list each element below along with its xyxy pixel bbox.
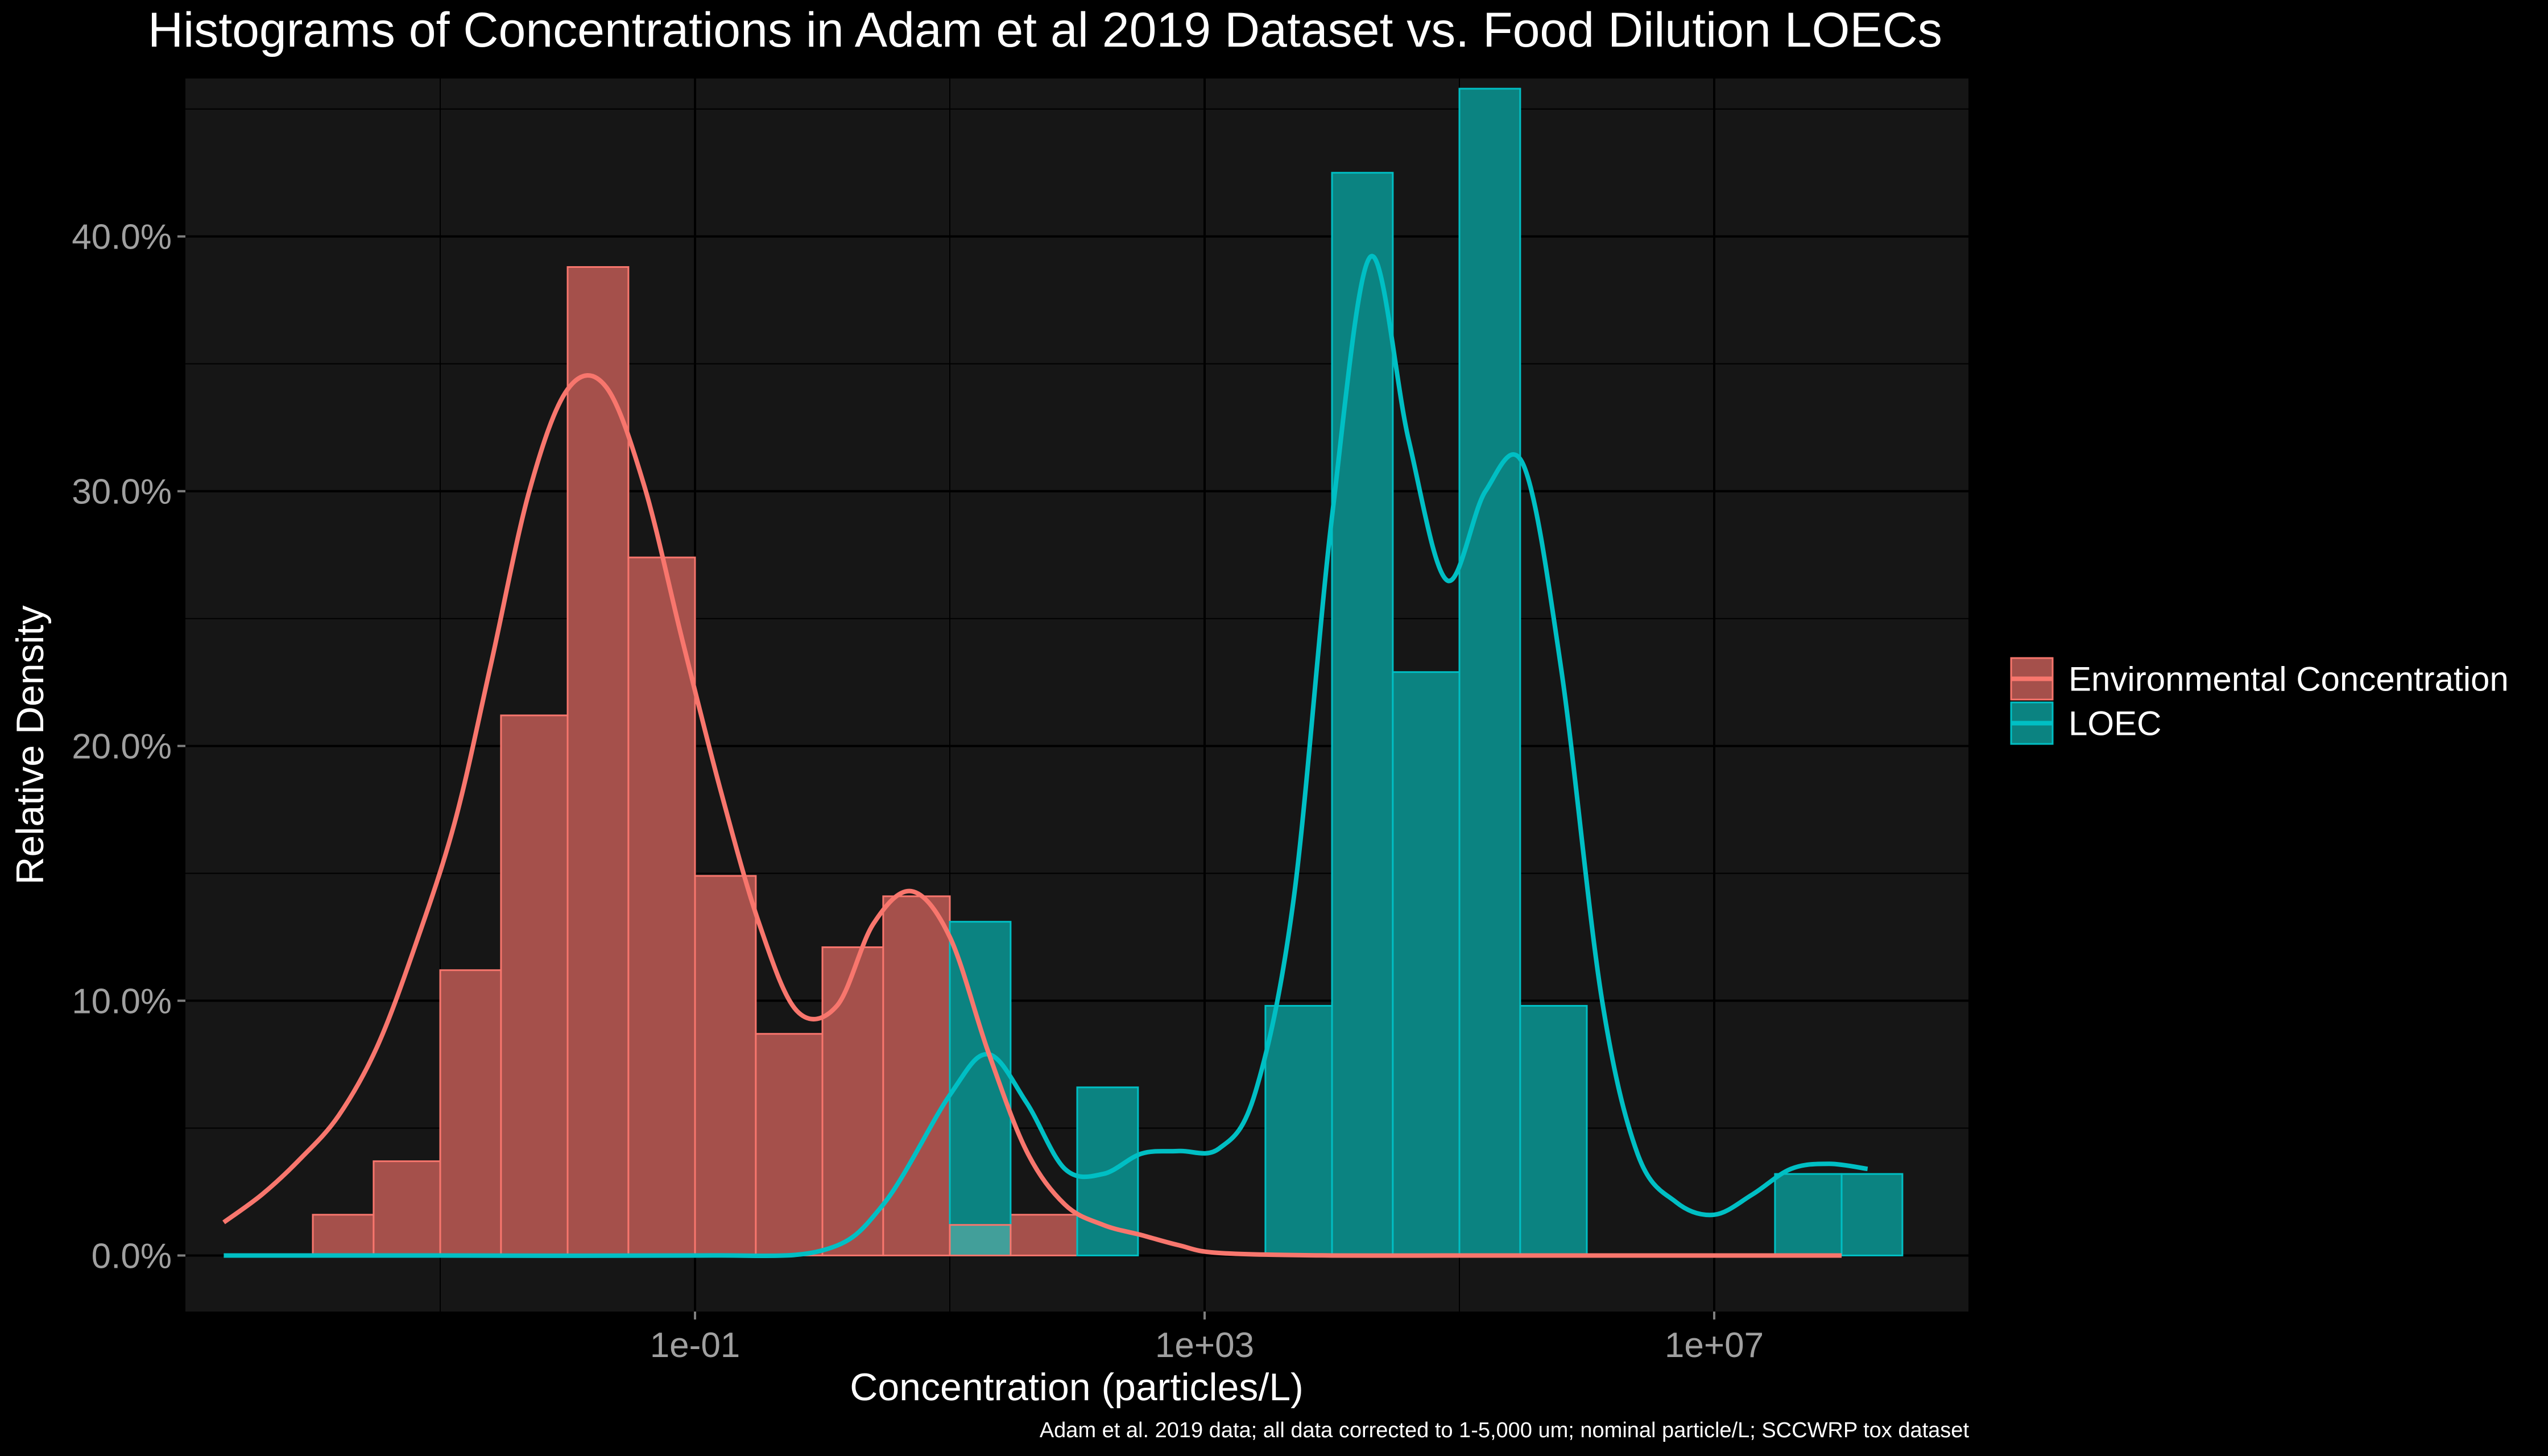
env-bar (627, 556, 696, 1256)
loec-bar (1264, 1004, 1333, 1256)
bin-overlap (949, 1224, 1012, 1256)
env-bar (566, 266, 630, 1256)
overlap-bar (949, 1224, 1012, 1256)
chart-title: Histograms of Concentrations in Adam et … (148, 3, 1942, 57)
loec-bars (949, 88, 1904, 1256)
x-tick-label: 1e-01 (650, 1326, 741, 1365)
y-axis: 0.0% 10.0% 20.0% 30.0% 40.0% (72, 218, 185, 1276)
x-tick-label: 1e+03 (1155, 1326, 1254, 1365)
y-tick-label: 10.0% (72, 982, 172, 1021)
env-bar (373, 1160, 441, 1256)
y-tick-label: 0.0% (92, 1236, 172, 1276)
loec-density-curve (224, 254, 1868, 1259)
y-tick-label: 30.0% (72, 473, 172, 512)
loec-bar (1840, 1173, 1904, 1256)
x-axis-title: Concentration (particles/L) (850, 1366, 1303, 1409)
env-density-curve (222, 373, 1842, 1258)
plot-panel (185, 78, 1970, 1312)
env-bar (1010, 1214, 1078, 1256)
y-axis-title: Relative Density (9, 605, 52, 884)
density-curves (222, 254, 1868, 1259)
x-tick-label: 1e+07 (1665, 1326, 1764, 1365)
env-bar (312, 1214, 375, 1256)
legend-label: LOEC (2069, 705, 2161, 743)
x-axis: 1e-01 1e+03 1e+07 (650, 1312, 1764, 1365)
env-bar (694, 875, 757, 1256)
loec-bar (1331, 172, 1394, 1256)
legend-label: Environmental Concentration (2069, 660, 2509, 698)
loec-bar (1458, 88, 1521, 1256)
y-tick-label: 40.0% (72, 218, 172, 257)
loec-bar (1774, 1173, 1843, 1256)
chart-caption: Adam et al. 2019 data; all data correcte… (1040, 1418, 1970, 1442)
y-tick-label: 20.0% (72, 727, 172, 767)
env-bar (882, 895, 951, 1256)
env-bar (821, 946, 884, 1256)
loec-bar (1519, 1004, 1588, 1256)
env-bar (500, 714, 569, 1256)
env-bar (755, 1033, 824, 1256)
env-bar (439, 969, 502, 1256)
loec-bar (1392, 671, 1461, 1256)
legend: Environmental Concentration LOEC (2010, 657, 2509, 745)
env-bars (312, 266, 1078, 1256)
